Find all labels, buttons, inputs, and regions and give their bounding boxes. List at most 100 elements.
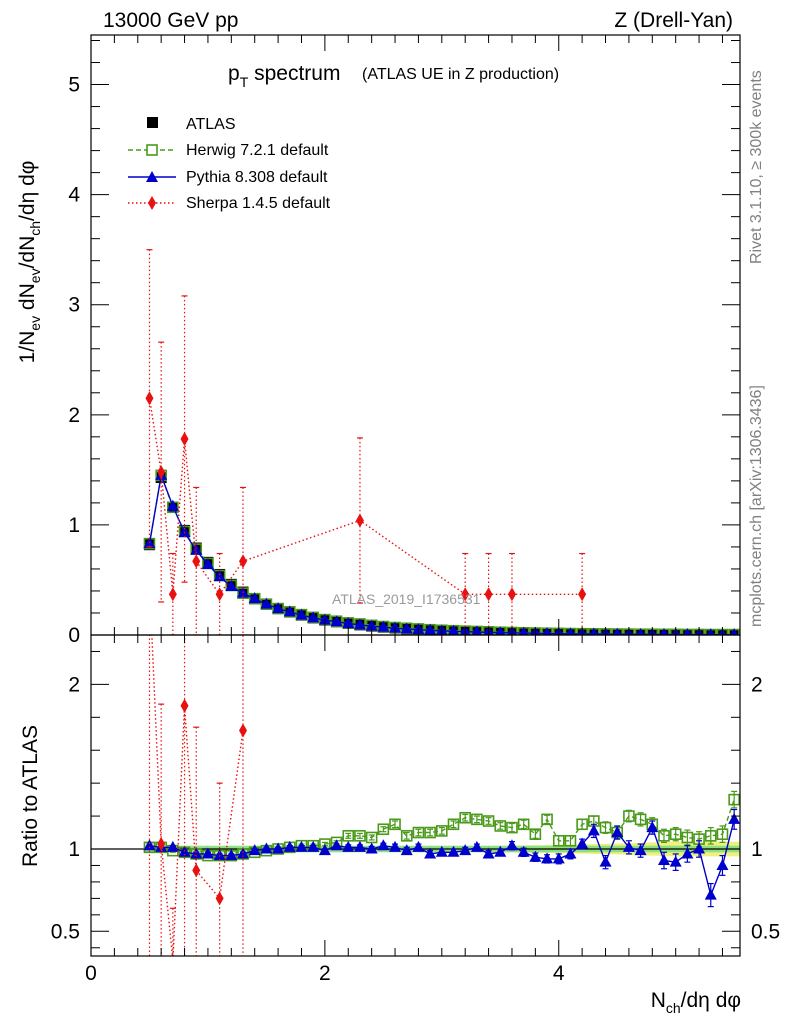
main-y-axis-title: 1/Nev dNev/dNch/dη dφ: [16, 161, 43, 364]
main-point-pythia: [353, 618, 366, 630]
ratio-point-pythia: [517, 845, 530, 857]
ratio-point-pythia: [599, 855, 612, 867]
main-line-sherpa: [148, 398, 583, 596]
ratio-point-pythia: [342, 840, 355, 852]
chart-subtitle: (ATLAS UE in Z production): [362, 66, 559, 83]
ratio-point-pythia: [693, 842, 706, 854]
main-point-pythia: [447, 624, 460, 635]
main-point-pythia: [471, 625, 483, 635]
ratio-point-pythia: [529, 850, 542, 862]
ratio-point-pythia: [587, 824, 600, 836]
ratio-frame: [90, 634, 741, 957]
main-point-pythia: [613, 627, 622, 635]
main-point-pythia: [683, 628, 692, 635]
main-point-pythia: [365, 619, 378, 631]
x-axis-title: Nch/dη dφ: [651, 989, 741, 1016]
main-point-pythia: [190, 543, 203, 555]
ratio-point-pythia: [307, 840, 320, 852]
main-point-sherpa: [157, 465, 166, 480]
legend-marker-sherpa: [148, 196, 156, 210]
ratio-errbar-herwig: [427, 828, 434, 837]
main-point-pythia: [330, 615, 343, 627]
ratio-point-pythia: [260, 842, 273, 854]
chart-title: pT spectrum (ATLAS UE in Z production): [228, 62, 559, 90]
main-point-pythia: [495, 626, 506, 635]
analysis-watermark: ATLAS_2019_I1736531: [332, 591, 481, 607]
main-point-sherpa: [578, 587, 587, 602]
ratio-errbar-herwig: [438, 826, 445, 835]
ratio-errbar-herwig: [380, 826, 387, 833]
header-left: 13000 GeV pp: [103, 9, 238, 32]
ratio-point-herwig: [354, 830, 366, 842]
ratio-point-pythia: [283, 840, 296, 852]
main-point-pythia: [213, 570, 226, 582]
ratio-point-herwig: [623, 810, 635, 822]
main-errbar-sherpa: [356, 437, 363, 604]
legend-marker-atlas: [147, 117, 158, 128]
legend-label-atlas: ATLAS: [186, 116, 236, 133]
ratio-point-pythia: [365, 842, 378, 854]
main-point-pythia: [295, 608, 308, 620]
x-tick-label: 0: [85, 962, 97, 985]
main-point-pythia: [178, 526, 191, 538]
main-point-sherpa: [168, 587, 177, 602]
main-point-sherpa: [145, 391, 154, 406]
ratio-errbar-herwig: [544, 814, 551, 825]
ratio-point-herwig: [669, 828, 682, 840]
ratio-point-pythia: [657, 854, 670, 866]
main-point-pythia: [307, 611, 320, 623]
ratio-point-pythia: [190, 847, 203, 859]
main-point-pythia: [566, 627, 575, 635]
ratio-point-herwig: [517, 818, 530, 831]
ratio-point-sherpa: [180, 698, 189, 713]
ratio-point-pythia: [295, 840, 308, 852]
ratio-point-herwig: [681, 831, 694, 844]
ratio-errbar-herwig: [368, 834, 375, 841]
ratio-point-herwig: [400, 830, 413, 842]
ratio-point-herwig: [599, 821, 612, 834]
main-point-pythia: [730, 628, 738, 635]
ratio-point-herwig: [412, 826, 425, 839]
svg-text:pT spectrum: pT spectrum: [228, 62, 340, 90]
main-point-sherpa: [507, 587, 516, 602]
ratio-errbar-herwig: [497, 822, 504, 830]
ratio-point-herwig: [482, 815, 495, 827]
ratio-point-sherpa: [239, 723, 248, 738]
main-y-tick-label: 4: [68, 184, 80, 207]
ratio-point-herwig: [576, 818, 588, 831]
ratio-point-pythia: [704, 888, 717, 900]
ratio-point-herwig: [658, 830, 670, 842]
legend-marker-herwig: [146, 144, 158, 156]
ratio-point-pythia: [412, 840, 425, 852]
ratio-point-pythia: [681, 847, 694, 859]
ratio-errbar-herwig: [473, 815, 480, 824]
main-point-sherpa: [484, 587, 493, 602]
ratio-point-sherpa: [157, 837, 166, 852]
ratio-point-pythia: [237, 847, 250, 859]
ratio-point-herwig: [471, 813, 483, 826]
mcplots-credit-text: mcplots.cern.ch [arXiv:1306.3436]: [748, 385, 765, 627]
ratio-point-pythia: [646, 821, 659, 833]
ratio-errbar-herwig: [403, 831, 410, 840]
ratio-point-pythia: [353, 840, 366, 852]
ratio-point-herwig: [377, 823, 390, 836]
main-errbar-sherpa: [158, 341, 165, 603]
ratio-point-pythia: [482, 847, 495, 859]
legend: ATLAS Herwig 7.2.1 default Pythia 8.308 …: [128, 116, 331, 212]
legend-label-pythia: Pythia 8.308 default: [186, 169, 328, 186]
ratio-point-pythia: [541, 852, 554, 864]
ratio-point-pythia: [435, 845, 448, 857]
main-point-sherpa: [192, 554, 201, 569]
ratio-point-sherpa: [145, 575, 153, 589]
ratio-y-tick-label-left: 2: [68, 673, 80, 696]
ratio-point-pythia: [669, 855, 682, 867]
ratio-point-herwig: [564, 834, 577, 847]
svg-text:1/Nev dNev/dNch/dη dφ: 1/Nev dNev/dNch/dη dφ: [16, 161, 43, 364]
ratio-point-herwig: [494, 820, 507, 832]
main-errbar-sherpa: [181, 295, 188, 583]
ratio-errbar-herwig: [485, 817, 492, 825]
ratio-point-pythia: [225, 849, 238, 861]
ratio-point-herwig: [552, 834, 565, 847]
ratio-point-herwig: [365, 831, 378, 844]
